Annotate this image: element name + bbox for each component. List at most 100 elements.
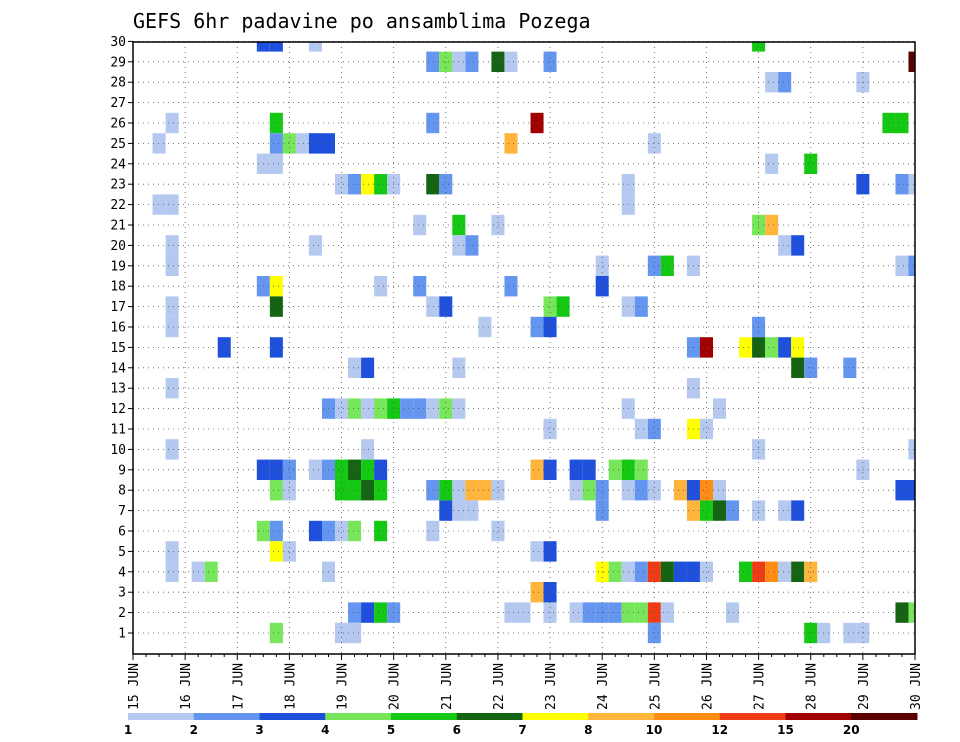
precip-cell [361,357,375,378]
precip-cell [660,255,674,276]
precip-cell [634,602,648,623]
y-tick-label: 1 [118,627,126,642]
precip-cell [335,480,349,501]
precip-cell [543,418,557,440]
precip-cell [361,174,375,195]
precip-cell [582,602,596,623]
precip-cell [908,439,915,460]
precip-cell [217,337,231,358]
precip-cell [765,214,779,236]
precip-cell [439,174,453,195]
precip-cell [752,42,766,52]
precip-cell [712,480,727,501]
precip-cell [530,541,544,562]
x-tick-label: 24 JUN [596,663,611,710]
precip-cell [439,398,453,419]
x-tick-label: 20 JUN [388,663,403,710]
precip-cell [739,337,753,358]
precip-cell [895,112,909,134]
precip-cell [726,602,740,623]
precip-cell [426,51,440,72]
precip-cell [269,296,283,317]
precip-cell [908,174,915,195]
precip-cell [765,337,779,358]
x-tick-label: 22 JUN [492,663,507,710]
precip-cell [595,480,609,501]
precip-cell [335,398,349,419]
precip-cell [465,500,479,521]
precip-cell [165,561,179,582]
y-tick-label: 27 [110,96,126,111]
y-tick-label: 24 [110,157,126,172]
precip-cell [348,357,362,378]
precip-cell [165,235,179,256]
precip-cell [374,520,388,542]
y-tick-label: 3 [118,586,126,601]
legend-label: 5 [387,723,395,737]
precip-cell [269,541,283,562]
precip-cell [739,561,753,582]
x-tick-label: 19 JUN [336,663,351,710]
precip-cell [426,296,440,317]
precip-cell [165,296,179,317]
precip-cell [647,480,661,501]
precip-cell [647,133,661,154]
x-tick-label: 26 JUN [700,663,715,710]
legend-swatch [785,713,852,720]
y-tick-label: 21 [110,219,126,234]
legend-swatch [128,713,195,720]
precip-cell [765,72,779,93]
precip-cell [426,112,440,134]
precip-cell [165,194,179,215]
y-tick-label: 29 [110,55,126,70]
y-tick-label: 19 [110,259,126,274]
precip-cell [269,459,283,480]
precip-cell [647,561,661,582]
precip-cell [269,337,283,358]
precip-cell [282,541,296,562]
precip-cell [595,561,609,582]
precip-cell [269,276,283,297]
precip-cell [426,480,440,501]
precip-cell [647,418,661,440]
precip-cell [530,316,544,338]
precip-cell [465,480,479,501]
y-tick-label: 8 [118,484,126,499]
precip-cell [582,480,596,501]
precip-cell [634,459,648,480]
precip-cell [308,133,322,154]
y-tick-label: 9 [118,463,126,478]
precip-cell [439,500,453,521]
precip-cell [504,602,518,623]
precip-cell [804,561,818,582]
precip-cell [608,602,622,623]
y-tick-label: 7 [118,504,126,519]
precip-cell [673,561,687,582]
precip-cell [726,500,740,521]
precip-cell [165,541,179,562]
legend-swatch [325,713,392,720]
legend-label: 12 [711,723,728,737]
y-tick-label: 30 [110,35,126,50]
precip-cell [165,439,179,460]
precip-cell [413,276,427,297]
legend: 1 2 3 4 5 6 7 8 10 12 15 20 [124,713,918,737]
precip-cell [908,255,915,276]
precip-cell [804,153,818,174]
x-tick-label: 27 JUN [753,663,768,710]
precip-cell [530,459,544,480]
precip-cell [673,480,687,501]
y-tick-label: 23 [110,178,126,193]
legend-swatch [719,713,786,720]
legend-swatch [654,713,721,720]
precip-cell [426,174,440,195]
precip-cell [699,480,713,501]
x-tick-label: 15 JUN [127,663,142,710]
precip-cell [165,316,179,338]
precip-cell [856,459,870,480]
precip-cell [543,296,557,317]
precip-cell [660,561,674,582]
precip-cell [269,520,283,542]
precip-cell [895,255,909,276]
y-tick-label: 26 [110,117,126,132]
